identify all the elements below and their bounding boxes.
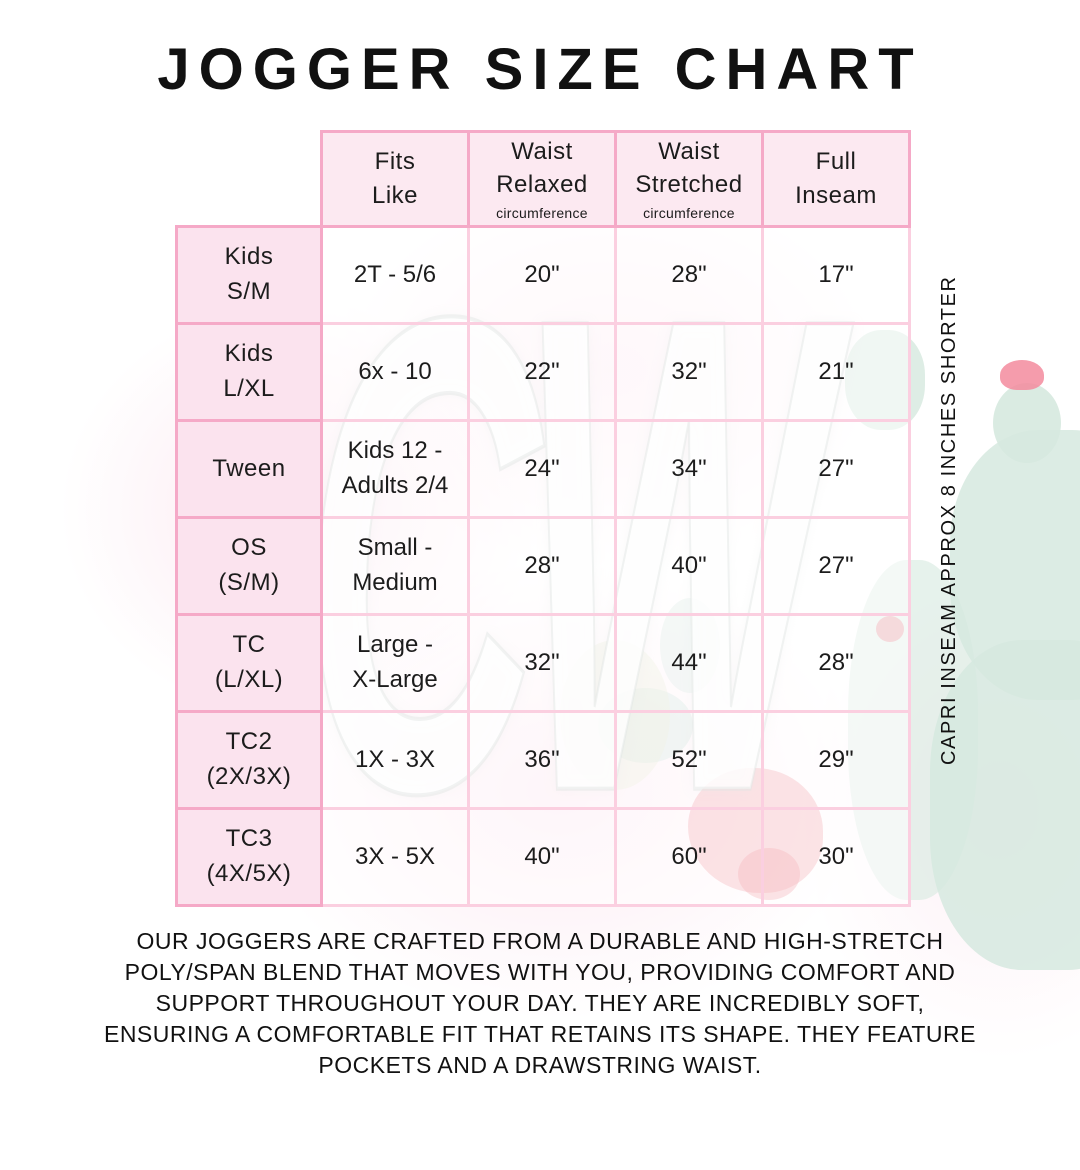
table-row: TC2 (2X/3X) 1X - 3X 36" 52" 29" <box>175 710 911 810</box>
row-size-label: OS (S/M) <box>175 516 323 616</box>
table-row: Tween Kids 12 - Adults 2/4 24" 34" 27" <box>175 419 911 519</box>
column-header-waist-relaxed: Waist Relaxed circumference <box>467 130 617 228</box>
waist-relaxed-cell: 20" <box>467 225 617 325</box>
full-inseam-cell: 17" <box>761 225 911 325</box>
table-header-row: Fits Like Waist Relaxed circumference Wais… <box>177 130 911 228</box>
waist-relaxed-cell: 36" <box>467 710 617 810</box>
fits-like-cell: 1X - 3X <box>320 710 470 810</box>
full-inseam-cell: 28" <box>761 613 911 713</box>
column-header-label: Fits Like <box>371 148 419 209</box>
table-row: TC (L/XL) Large - X-Large 32" 44" 28" <box>175 613 911 713</box>
column-header-waist-stretched: Waist Stretched circumference <box>614 130 764 228</box>
waist-stretched-cell: 28" <box>614 225 764 325</box>
waist-relaxed-cell: 24" <box>467 419 617 519</box>
row-size-label: TC3 (4X/5X) <box>175 807 323 907</box>
waist-relaxed-cell: 22" <box>467 322 617 422</box>
column-header-fits-like: Fits Like <box>320 130 470 228</box>
full-inseam-cell: 21" <box>761 322 911 422</box>
table-header: Fits Like Waist Relaxed circumference Wais… <box>177 130 911 228</box>
row-size-label: TC (L/XL) <box>175 613 323 713</box>
waist-relaxed-cell: 28" <box>467 516 617 616</box>
page-title: JOGGER SIZE CHART <box>157 37 923 102</box>
fits-like-cell: 6x - 10 <box>320 322 470 422</box>
fits-like-cell: 3X - 5X <box>320 807 470 907</box>
column-header-label: Full Inseam <box>795 148 877 209</box>
column-header-label: Waist Relaxed <box>496 137 588 199</box>
waist-stretched-cell: 34" <box>614 419 764 519</box>
full-inseam-cell: 27" <box>761 516 911 616</box>
waist-stretched-cell: 40" <box>614 516 764 616</box>
table-row: Kids S/M 2T - 5/6 20" 28" 17" <box>175 225 911 325</box>
column-header-full-inseam: Full Inseam <box>761 130 911 228</box>
table-row: Kids L/XL 6x - 10 22" 32" 21" <box>175 322 911 422</box>
fits-like-cell: Small - Medium <box>320 516 470 616</box>
row-size-label: Tween <box>175 419 323 519</box>
fits-like-cell: Large - X-Large <box>320 613 470 713</box>
waist-stretched-cell: 32" <box>614 322 764 422</box>
column-header-subtext: circumference <box>496 204 588 221</box>
row-size-label: Kids S/M <box>175 225 323 325</box>
capri-inseam-note: CAPRI INSEAM APPROX 8 INCHES SHORTER <box>938 275 960 765</box>
cactus-illustration <box>993 383 1061 463</box>
column-header-label: Waist Stretched <box>635 137 743 199</box>
cactus-flower-illustration <box>1000 360 1044 390</box>
full-inseam-cell: 30" <box>761 807 911 907</box>
fits-like-cell: 2T - 5/6 <box>320 225 470 325</box>
table-row: OS (S/M) Small - Medium 28" 40" 27" <box>175 516 911 616</box>
waist-relaxed-cell: 40" <box>467 807 617 907</box>
full-inseam-cell: 29" <box>761 710 911 810</box>
row-size-label: Kids L/XL <box>175 322 323 422</box>
full-inseam-cell: 27" <box>761 419 911 519</box>
table-body: Kids S/M 2T - 5/6 20" 28" 17" Kids L/XL 6x - 10 2… <box>175 225 911 907</box>
size-chart-table: Fits Like Waist Relaxed circumference Wais… <box>175 130 911 907</box>
waist-relaxed-cell: 32" <box>467 613 617 713</box>
description-text: OUR JOGGERS ARE CRAFTED FROM A DURABLE A… <box>103 928 976 1079</box>
table-row: TC3 (4X/5X) 3X - 5X 40" 60" 30" <box>175 807 911 907</box>
waist-stretched-cell: 60" <box>614 807 764 907</box>
column-header-subtext: circumference <box>643 204 735 221</box>
fits-like-cell: Kids 12 - Adults 2/4 <box>320 419 470 519</box>
waist-stretched-cell: 52" <box>614 710 764 810</box>
table-corner-spacer <box>177 132 322 227</box>
waist-stretched-cell: 44" <box>614 613 764 713</box>
row-size-label: TC2 (2X/3X) <box>175 710 323 810</box>
